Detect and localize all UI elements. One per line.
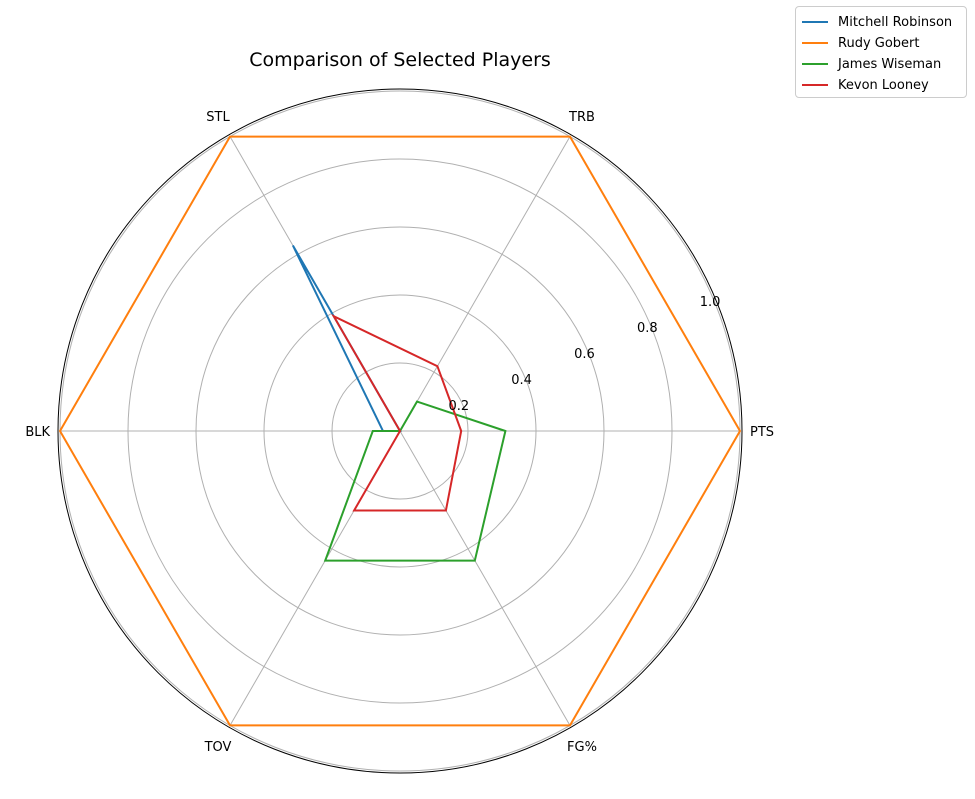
category-label: FG%: [567, 740, 597, 755]
category-label: TOV: [204, 740, 232, 755]
grid-spoke: [399, 136, 571, 432]
legend-swatch: [802, 21, 828, 23]
radial-tick-label: 0.8: [637, 321, 658, 336]
series-line: [58, 135, 742, 727]
legend: Mitchell Robinson Rudy Gobert James Wise…: [795, 6, 967, 98]
series-line: [331, 313, 463, 512]
radar-labels: PTS TRB STL BLK TOV FG% 0.2 0.4 0.6 0.8 1.0: [25, 110, 774, 755]
radial-tick-label: 0.6: [574, 347, 595, 362]
legend-item: Rudy Gobert: [802, 33, 920, 53]
legend-item: James Wiseman: [802, 54, 941, 74]
legend-item: Mitchell Robinson: [802, 12, 952, 32]
radial-tick-label: 1.0: [700, 295, 721, 310]
radar-series: [58, 135, 742, 727]
radial-tick-label: 0.4: [511, 373, 532, 388]
grid-spoke: [399, 430, 571, 726]
legend-swatch: [802, 63, 828, 65]
legend-label: Rudy Gobert: [838, 35, 920, 51]
polar-frame: [57, 88, 743, 774]
legend-label: Kevon Looney: [838, 77, 929, 93]
legend-item: Kevon Looney: [802, 75, 929, 95]
legend-swatch: [802, 42, 828, 44]
radial-tick-label: 0.2: [448, 399, 469, 414]
category-label: BLK: [25, 425, 50, 440]
category-label: PTS: [750, 425, 774, 440]
legend-label: James Wiseman: [838, 56, 942, 72]
chart-title: Comparison of Selected Players: [249, 49, 551, 71]
category-label: TRB: [568, 110, 595, 125]
series-line: [323, 400, 507, 562]
legend-swatch: [802, 84, 828, 86]
category-label: STL: [206, 110, 230, 125]
legend-label: Mitchell Robinson: [838, 14, 953, 30]
